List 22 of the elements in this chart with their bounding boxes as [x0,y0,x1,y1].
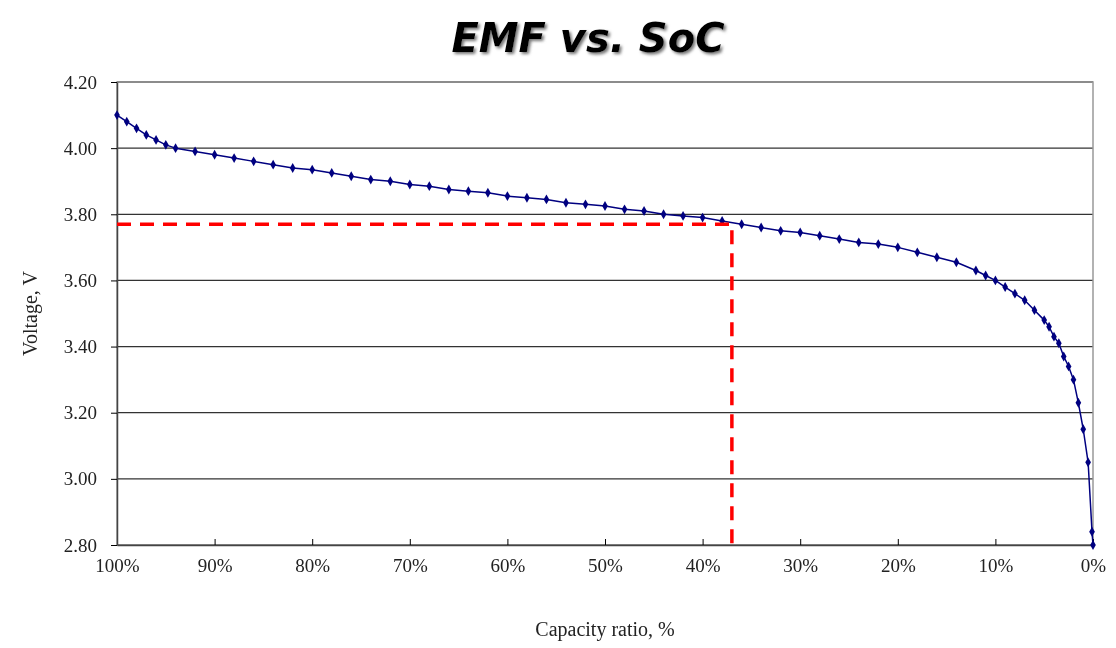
x-axis-title: Capacity ratio, % [535,618,675,641]
x-tick-label: 50% [588,555,624,577]
x-tick-label: 0% [1080,555,1107,577]
y-tick-label: 3.60 [63,270,97,292]
x-tick-label: 10% [978,555,1014,577]
x-tick-label: 70% [392,555,428,577]
y-tick-label: 3.40 [63,336,97,358]
x-tick-label: 80% [295,555,331,577]
x-tick-label: 60% [490,555,526,577]
y-axis-title: Voltage, V [19,270,42,356]
y-tick-label: 3.00 [63,468,97,490]
y-tick-label: 4.20 [63,71,97,93]
y-tick-label: 2.80 [63,534,97,556]
x-tick-label: 20% [880,555,916,577]
x-tick-label: 30% [783,555,819,577]
x-tick-label: 40% [685,555,721,577]
y-tick-label: 4.00 [63,137,97,159]
x-tick-label: 90% [197,555,233,577]
chart-title: EMF vs. SoC [451,15,725,61]
x-tick-label: 100% [95,555,140,577]
y-tick-label: 3.80 [63,203,97,225]
y-tick-label: 3.20 [63,402,97,424]
